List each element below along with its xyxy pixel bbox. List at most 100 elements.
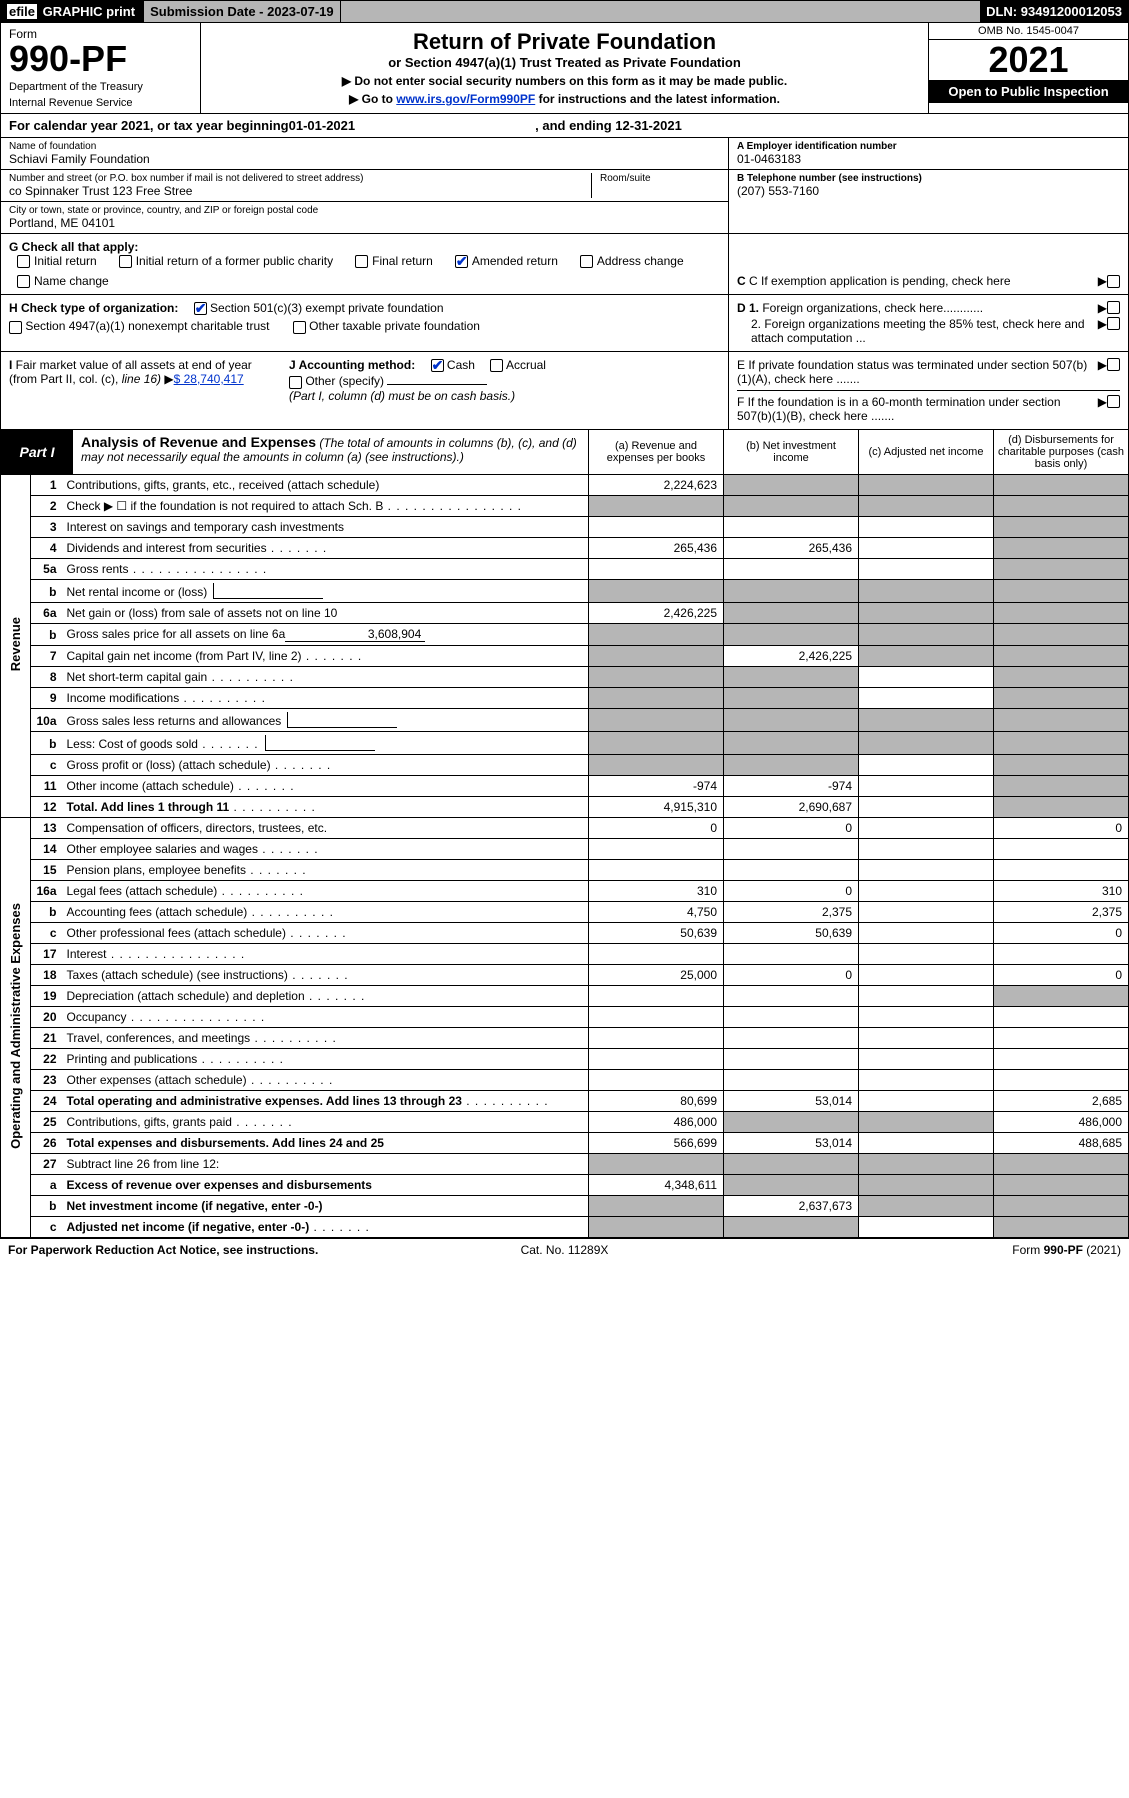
checkbox-amended-return[interactable] <box>455 255 468 268</box>
table-row: 10aGross sales less returns and allowanc… <box>1 709 1129 732</box>
city-state-zip: Portland, ME 04101 <box>9 216 720 230</box>
col-c-header: (c) Adjusted net income <box>858 430 993 474</box>
form-number: 990-PF <box>9 41 192 77</box>
table-row: 6aNet gain or (loss) from sale of assets… <box>1 603 1129 624</box>
checkbox-c-exemption[interactable] <box>1107 275 1120 288</box>
efile-rest: GRAPHIC print <box>37 4 137 19</box>
h-label: H Check type of organization: <box>9 301 178 315</box>
page-footer: For Paperwork Reduction Act Notice, see … <box>0 1238 1129 1261</box>
paperwork-notice: For Paperwork Reduction Act Notice, see … <box>8 1243 379 1257</box>
table-row: bNet investment income (if negative, ent… <box>1 1196 1129 1217</box>
table-row: 5aGross rents <box>1 559 1129 580</box>
checkbox-d1[interactable] <box>1107 301 1120 314</box>
financial-table: Revenue1Contributions, gifts, grants, et… <box>0 475 1129 1238</box>
table-row: 23Other expenses (attach schedule) <box>1 1070 1129 1091</box>
table-row: 4Dividends and interest from securities2… <box>1 538 1129 559</box>
table-row: cGross profit or (loss) (attach schedule… <box>1 755 1129 776</box>
table-row: 8Net short-term capital gain <box>1 667 1129 688</box>
table-row: aExcess of revenue over expenses and dis… <box>1 1175 1129 1196</box>
room-suite-label: Room/suite <box>600 173 720 184</box>
table-row: bGross sales price for all assets on lin… <box>1 624 1129 646</box>
efile-prefix: efile <box>7 4 37 19</box>
table-row: 11Other income (attach schedule)-974-974 <box>1 776 1129 797</box>
foundation-name-cell: Name of foundation Schiavi Family Founda… <box>1 138 728 170</box>
dept-treasury: Department of the Treasury <box>9 81 192 93</box>
table-row: Revenue1Contributions, gifts, grants, et… <box>1 475 1129 496</box>
irs-link[interactable]: www.irs.gov/Form990PF <box>396 92 535 106</box>
checkbox-d2[interactable] <box>1107 317 1120 330</box>
checkbox-e[interactable] <box>1107 358 1120 371</box>
checkbox-accrual[interactable] <box>490 359 503 372</box>
table-row: 2Check ▶ ☐ if the foundation is not requ… <box>1 496 1129 517</box>
table-row: 14Other employee salaries and wages <box>1 839 1129 860</box>
table-row: 20Occupancy <box>1 1007 1129 1028</box>
omb-number: OMB No. 1545-0047 <box>929 23 1128 40</box>
note-ssn: ▶ Do not enter social security numbers o… <box>211 74 918 88</box>
table-row: 9Income modifications <box>1 688 1129 709</box>
part1-label: Part I <box>1 430 73 474</box>
submission-date: Submission Date - 2023-07-19 <box>143 1 341 22</box>
table-row: 3Interest on savings and temporary cash … <box>1 517 1129 538</box>
foundation-name: Schiavi Family Foundation <box>9 152 720 166</box>
part1-header: Part I Analysis of Revenue and Expenses … <box>0 429 1129 475</box>
col-a-header: (a) Revenue and expenses per books <box>588 430 723 474</box>
form-subtitle: or Section 4947(a)(1) Trust Treated as P… <box>211 55 918 70</box>
table-row: cAdjusted net income (if negative, enter… <box>1 1217 1129 1238</box>
checkbox-initial-return[interactable] <box>17 255 30 268</box>
checkbox-other-method[interactable] <box>289 376 302 389</box>
j-label: J Accounting method: <box>289 358 415 372</box>
id-grid: Name of foundation Schiavi Family Founda… <box>0 138 1129 233</box>
dept-irs: Internal Revenue Service <box>9 97 192 109</box>
table-row: 25Contributions, gifts, grants paid486,0… <box>1 1112 1129 1133</box>
col-b-header: (b) Net investment income <box>723 430 858 474</box>
other-specify-line <box>387 384 487 385</box>
col-d-header: (d) Disbursements for charitable purpose… <box>993 430 1128 474</box>
dln: DLN: 93491200012053 <box>980 1 1128 22</box>
table-row: bNet rental income or (loss) <box>1 580 1129 603</box>
table-row: Operating and Administrative Expenses13C… <box>1 818 1129 839</box>
table-row: 17Interest <box>1 944 1129 965</box>
tax-year: 2021 <box>929 40 1128 80</box>
checkbox-f[interactable] <box>1107 395 1120 408</box>
row-h-d: H Check type of organization: Section 50… <box>0 295 1129 352</box>
phone-cell: B Telephone number (see instructions) (2… <box>729 170 1128 201</box>
table-row: 26Total expenses and disbursements. Add … <box>1 1133 1129 1154</box>
topbar-spacer <box>341 1 980 22</box>
header-right: OMB No. 1545-0047 2021 Open to Public In… <box>928 23 1128 113</box>
phone-value: (207) 553-7160 <box>737 184 1120 198</box>
checkbox-501c3[interactable] <box>194 302 207 315</box>
g-checklist: Initial return Initial return of a forme… <box>17 254 720 288</box>
form-ref: Form 990-PF (2021) <box>750 1243 1121 1257</box>
fmv-value[interactable]: $ 28,740,417 <box>174 372 244 386</box>
j-note: (Part I, column (d) must be on cash basi… <box>289 389 720 403</box>
form-title: Return of Private Foundation <box>211 29 918 55</box>
table-row: 19Depreciation (attach schedule) and dep… <box>1 986 1129 1007</box>
checkbox-name-change[interactable] <box>17 275 30 288</box>
ein-cell: A Employer identification number 01-0463… <box>729 138 1128 170</box>
header-left: Form 990-PF Department of the Treasury I… <box>1 23 201 113</box>
g-label: G Check all that apply: <box>9 240 138 254</box>
checkbox-other-taxable[interactable] <box>293 321 306 334</box>
city-cell: City or town, state or province, country… <box>1 202 728 233</box>
table-row: 21Travel, conferences, and meetings <box>1 1028 1129 1049</box>
table-row: 22Printing and publications <box>1 1049 1129 1070</box>
note-goto: ▶ Go to www.irs.gov/Form990PF for instru… <box>211 92 918 106</box>
checkbox-initial-return-former[interactable] <box>119 255 132 268</box>
ein-value: 01-0463183 <box>737 152 1120 166</box>
row-g-c: G Check all that apply: Initial return I… <box>0 233 1129 295</box>
checkbox-address-change[interactable] <box>580 255 593 268</box>
table-row: 12Total. Add lines 1 through 114,915,310… <box>1 797 1129 818</box>
part1-title: Analysis of Revenue and Expenses (The to… <box>73 430 588 474</box>
top-bar: efile GRAPHIC print Submission Date - 20… <box>0 0 1129 23</box>
street-address: co Spinnaker Trust 123 Free Stree <box>9 184 583 198</box>
checkbox-4947a1[interactable] <box>9 321 22 334</box>
checkbox-final-return[interactable] <box>355 255 368 268</box>
calendar-row: For calendar year 2021, or tax year begi… <box>0 114 1129 138</box>
form-header: Form 990-PF Department of the Treasury I… <box>0 23 1129 114</box>
table-row: cOther professional fees (attach schedul… <box>1 923 1129 944</box>
checkbox-cash[interactable] <box>431 359 444 372</box>
header-middle: Return of Private Foundation or Section … <box>201 23 928 113</box>
open-public: Open to Public Inspection <box>929 80 1128 103</box>
efile-badge: efile GRAPHIC print <box>1 1 143 22</box>
address-cell: Number and street (or P.O. box number if… <box>1 170 728 202</box>
